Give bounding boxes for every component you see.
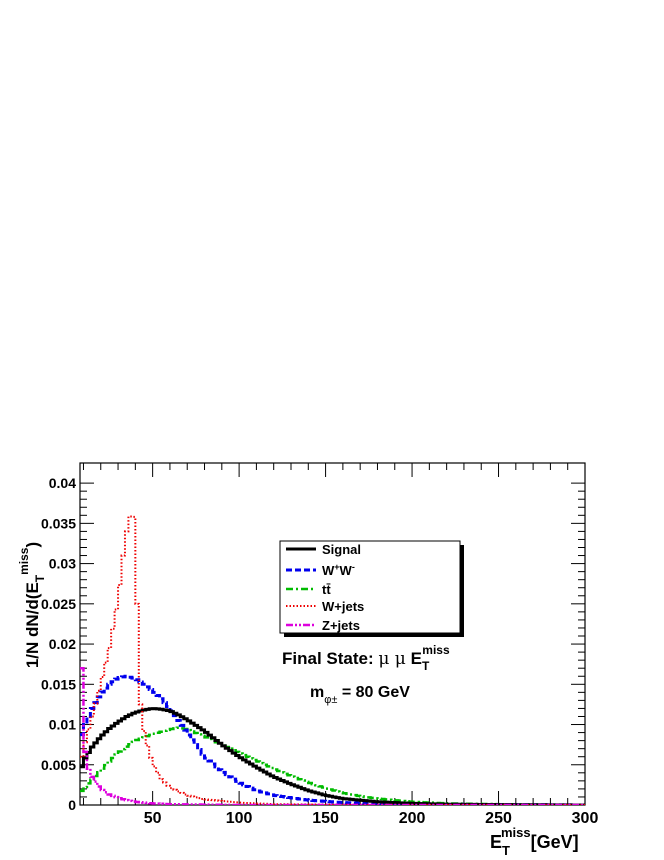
y-axis-label-sub: T (33, 574, 47, 582)
x-tick-label: 200 (399, 810, 426, 827)
x-axis-label-sub: T (502, 843, 510, 858)
legend-label-zjets: Z+jets (322, 618, 360, 633)
y-tick-label: 0.01 (49, 717, 76, 733)
final-state-particles: μ μ (378, 649, 406, 669)
final-state-met-sup: miss (422, 643, 450, 657)
y-tick-label: 0.005 (41, 757, 76, 773)
legend: Signal W+W- tt̄ W+jets Z+jets (279, 540, 464, 637)
x-axis-label-base: E (490, 832, 502, 852)
x-axis-label-sup: miss (501, 825, 531, 840)
y-tick-label: 0.035 (41, 515, 76, 531)
series-layer (80, 515, 585, 805)
legend-label-signal: Signal (322, 542, 361, 557)
y-tick-label: 0.04 (49, 475, 76, 491)
x-tick-label: 50 (144, 810, 162, 827)
x-tick-label: 100 (226, 810, 253, 827)
final-state-met-sub: T (422, 659, 430, 673)
x-tick-label: 150 (312, 810, 339, 827)
y-tick-label: 0.015 (41, 676, 76, 692)
y-tick-label: 0 (68, 797, 76, 813)
series-line-2 (80, 726, 585, 805)
y-tick-label: 0.025 (41, 596, 76, 612)
y-tick-labels: 0 0.005 0.01 0.015 0.02 0.025 0.03 0.035 0.04 (41, 475, 76, 813)
legend-label-ww: W+W- (322, 562, 355, 578)
series-line-3 (80, 515, 585, 805)
mass-rest: = 80 GeV (337, 684, 410, 701)
final-state-met-base: E (411, 649, 422, 668)
y-tick-label: 0.03 (49, 556, 76, 572)
y-tick-label: 0.02 (49, 636, 76, 652)
series-line-4 (80, 666, 585, 805)
x-axis-label: ETmiss[GeV] (490, 825, 579, 858)
legend-box (279, 540, 461, 634)
final-state-label: Final State: (282, 649, 374, 668)
legend-label-wjets: W+jets (322, 599, 364, 614)
x-tick-label: 300 (572, 810, 599, 827)
y-axis-label: 1/N dN/d(ETmiss) (17, 542, 47, 668)
x-tick-labels: 50 100 150 200 250 300 (144, 810, 599, 827)
legend-label-ttbar: tt̄ (322, 582, 331, 597)
mass-base: m (310, 684, 324, 701)
mass-sub: φ± (324, 694, 337, 706)
x-tick-label: 250 (485, 810, 512, 827)
y-axis-label-close: ) (23, 542, 42, 548)
x-axis-label-unit: [GeV] (531, 832, 579, 852)
mass-annotation: mφ± = 80 GeV (310, 684, 410, 706)
y-axis-label-base: 1/N dN/d(E (23, 582, 42, 668)
y-axis-label-sup: miss (17, 547, 31, 575)
final-state-annotation: Final State: μ μ ETmiss (282, 643, 450, 673)
